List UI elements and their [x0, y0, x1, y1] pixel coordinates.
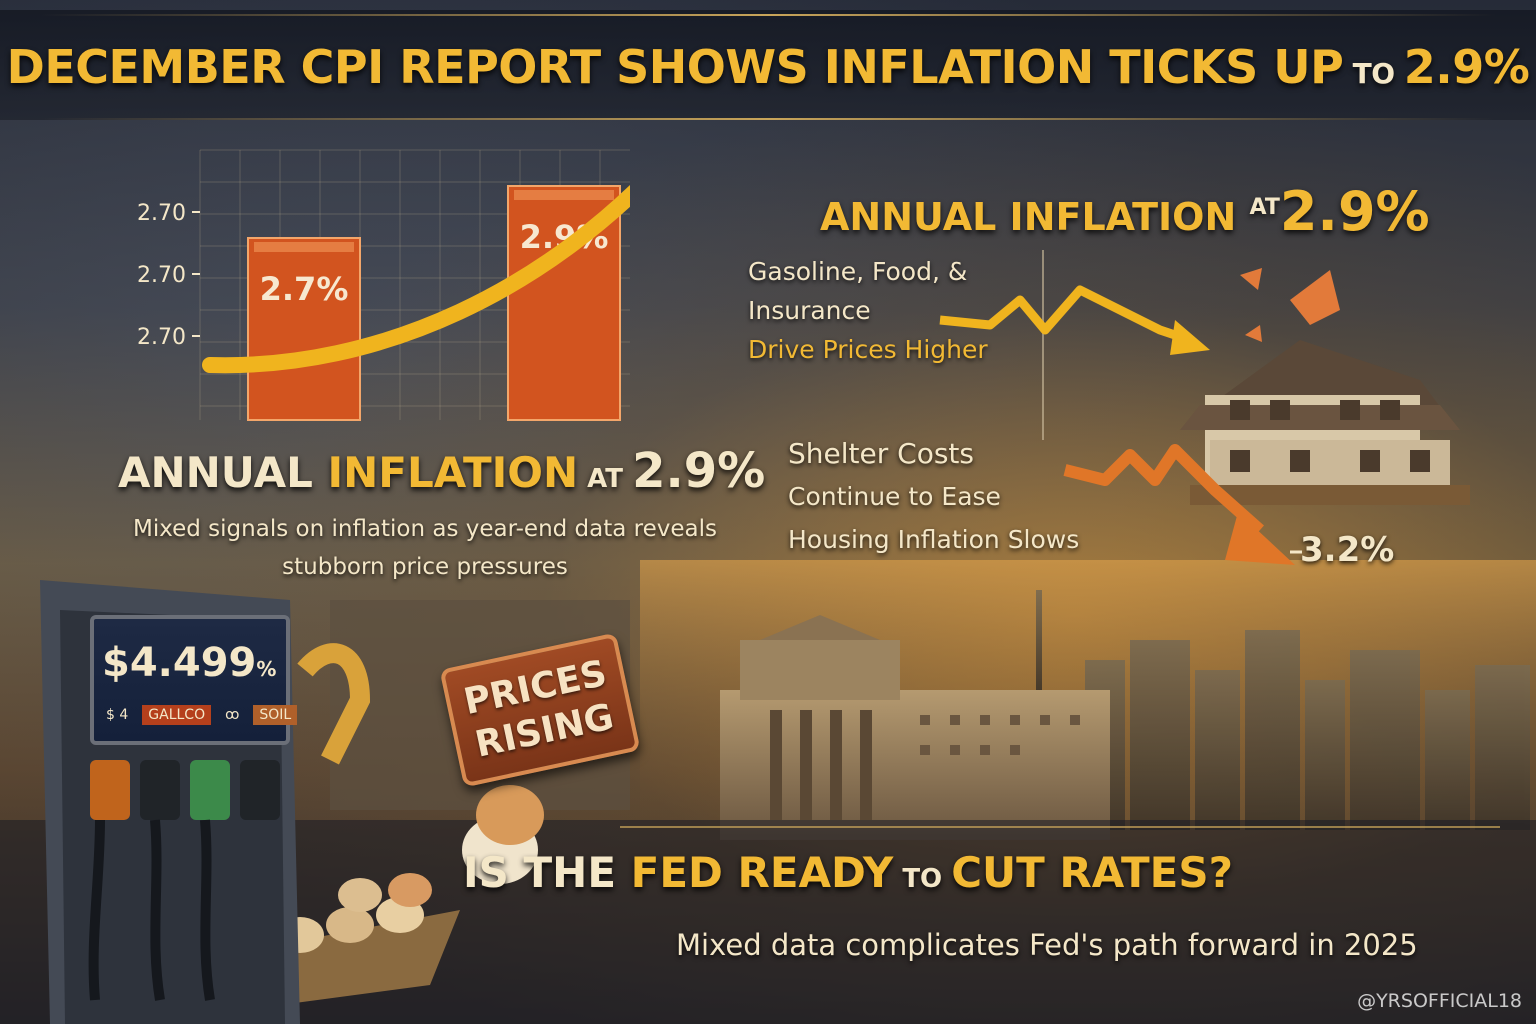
- watermark: @YRSOFFICIAL18: [1357, 990, 1522, 1012]
- annual-inflation-headline-left: ANNUAL INFLATION AT 2.9%: [118, 443, 765, 499]
- gas-sign-tag-3: ꝏ: [225, 707, 240, 723]
- shelter-value: 3.2%: [1300, 530, 1395, 570]
- title-part-2: INFLATION TICKS UP: [823, 40, 1344, 94]
- rising-arrow: [202, 184, 630, 374]
- annual-inflation-value: 2.9%: [1279, 180, 1430, 243]
- annual-inflation-label: ANNUAL INFLATION: [820, 195, 1237, 239]
- annual-left-sub-line-1: Mixed signals on inflation as year-end d…: [132, 516, 718, 542]
- y-tick-label: 2.70: [137, 201, 186, 226]
- shelter-costs: Shelter Costs Continue to Ease Housing I…: [788, 432, 1079, 561]
- price-drivers: Gasoline, Food, & Insurance Drive Prices…: [748, 252, 988, 369]
- gas-sign-tag-1: $ 4: [106, 707, 129, 723]
- annual-left-part-2: INFLATION: [327, 448, 579, 497]
- fed-part-1: IS THE: [463, 848, 631, 897]
- page-title: DECEMBER CPI REPORT SHOWS INFLATION TICK…: [0, 40, 1536, 94]
- bar-data-label: 2.7%: [260, 270, 349, 308]
- gas-price: $4.499%: [102, 640, 276, 686]
- annual-inflation-at: AT: [1249, 195, 1280, 220]
- title-part-1: DECEMBER CPI REPORT SHOWS: [6, 40, 824, 94]
- bar-highlight: [514, 190, 614, 200]
- fed-part-4: CUT RATES?: [951, 848, 1233, 897]
- annual-left-sub-line-2: stubborn price pressures: [282, 554, 568, 580]
- fed-part-2: FED READY: [630, 848, 894, 897]
- fed-part-3: TO: [893, 864, 952, 894]
- gas-sign-tag-4: SOIL: [253, 705, 298, 725]
- gas-sign-tags: $ 4 GALLCO ꝏ SOIL: [100, 705, 298, 725]
- annual-left-part-1: ANNUAL: [118, 448, 328, 497]
- bar: [247, 237, 361, 421]
- y-tick-label: 2.70: [137, 263, 186, 288]
- fed-subtitle: Mixed data complicates Fed's path forwar…: [676, 928, 1418, 962]
- shelter-line-1: Shelter Costs: [788, 437, 974, 470]
- bar-chart-svg: 2.702.702.702.7%2.9%: [137, 149, 630, 421]
- annual-left-subtitle: Mixed signals on inflation as year-end d…: [100, 510, 750, 586]
- fed-question: IS THE FED READY TO CUT RATES?: [0, 848, 1536, 897]
- bar-highlight: [254, 242, 354, 252]
- drivers-line-3: Drive Prices Higher: [748, 335, 988, 364]
- annual-left-at: AT: [578, 464, 633, 494]
- annual-inflation-headline-right: ANNUAL INFLATION AT2.9%: [820, 180, 1430, 243]
- bar-chart: 2.70 2.70 2.70 2.7% 2.9%: [130, 140, 630, 430]
- title-part-4: 2.9%: [1403, 40, 1530, 94]
- gas-price-value: $4.499: [102, 640, 257, 686]
- drivers-line-2: Insurance: [748, 296, 871, 325]
- gas-price-suffix: %: [256, 657, 277, 681]
- shelter-line-3: Housing Inflation Slows: [788, 525, 1080, 554]
- annual-left-value: 2.9%: [632, 443, 766, 499]
- y-tick-label: 2.70: [137, 325, 186, 350]
- title-band: [0, 10, 1536, 120]
- drivers-line-1: Gasoline, Food, &: [748, 257, 968, 286]
- shelter-line-2: Continue to Ease: [788, 482, 1001, 511]
- title-rule-bottom: [40, 118, 1496, 120]
- gas-sign-tag-2: GALLCO: [142, 705, 212, 725]
- city-skyline: [1030, 590, 1530, 830]
- house-illustration: [1180, 340, 1470, 505]
- title-rule-top: [40, 14, 1496, 16]
- title-part-3: TO: [1343, 57, 1404, 90]
